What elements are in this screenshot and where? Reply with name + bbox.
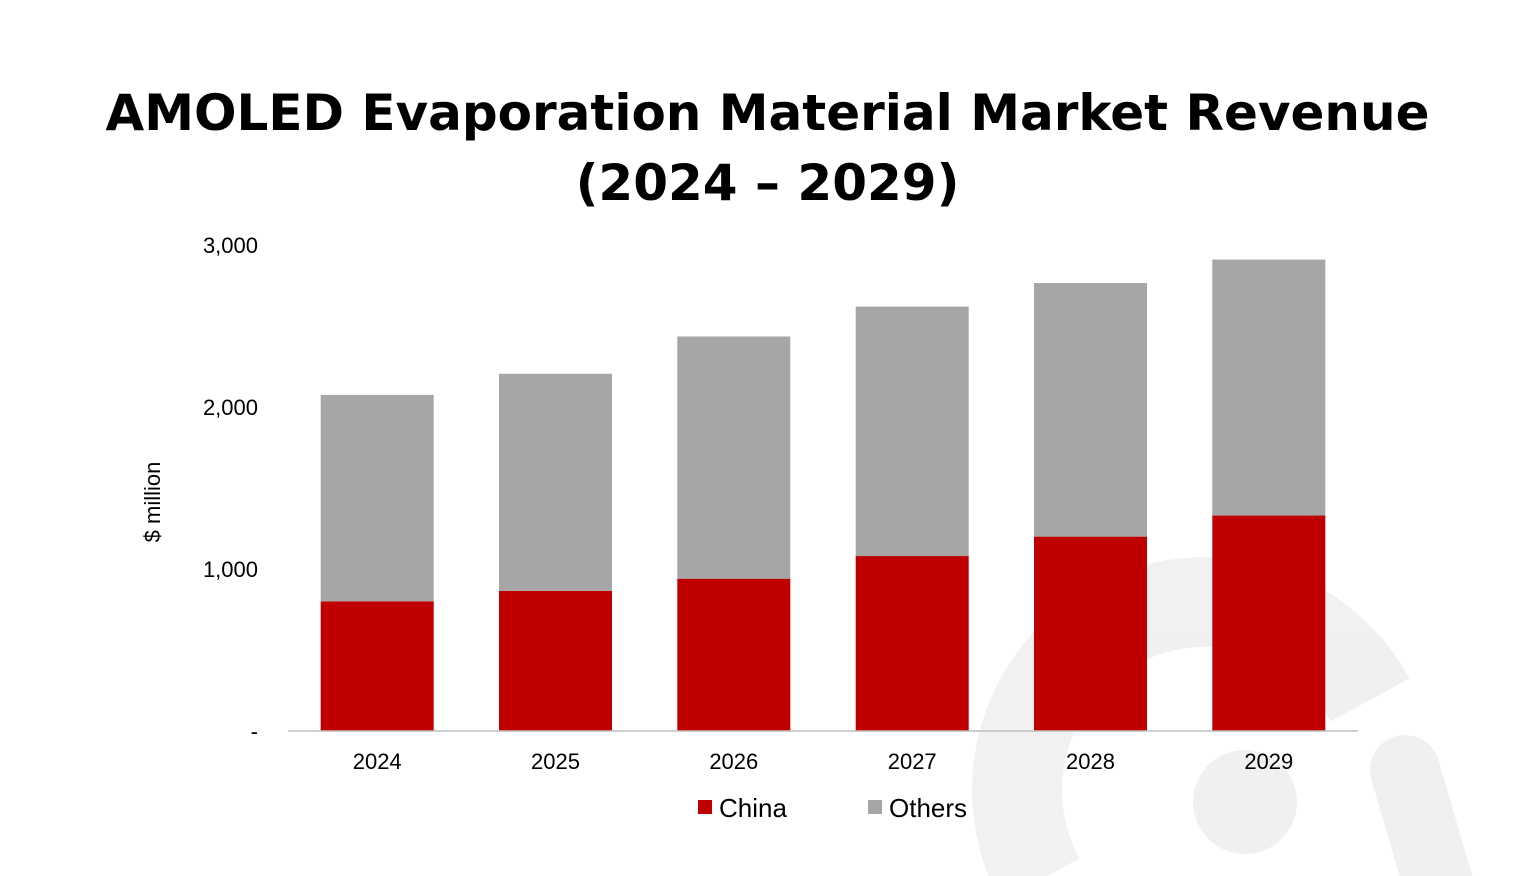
x-axis-ticks: 2024 2025 2026 2027 2028 2029	[353, 749, 1294, 774]
bar-others-2029	[1212, 259, 1326, 516]
bar-others-2028	[1034, 283, 1147, 537]
watermark-hook	[1370, 735, 1473, 876]
y-tick-label: -	[251, 719, 258, 744]
x-tick-label-2024: 2024	[353, 749, 402, 774]
bar-others-2026	[677, 336, 791, 579]
watermark-dot	[1193, 750, 1297, 854]
bar-others-2027	[855, 306, 969, 557]
bar-china-2027	[855, 556, 969, 731]
bar-china-2028	[1034, 536, 1147, 731]
legend-label-china: China	[719, 793, 787, 823]
chart-title: AMOLED Evaporation Material Market Reven…	[0, 78, 1535, 218]
legend-label-others: Others	[889, 793, 967, 823]
y-tick-label: 3,000	[203, 233, 258, 258]
y-axis-label: $ million	[140, 462, 165, 543]
y-axis-ticks: - 1,000 2,000 3,000	[203, 233, 258, 744]
chart-title-line-1: AMOLED Evaporation Material Market Reven…	[105, 84, 1430, 142]
x-tick-label-2025: 2025	[531, 749, 580, 774]
chart-title-line-2: (2024 – 2029)	[575, 154, 960, 212]
x-tick-label-2027: 2027	[888, 749, 937, 774]
y-tick-label: 1,000	[203, 557, 258, 582]
legend: China Others	[698, 793, 967, 823]
bars-group	[320, 259, 1326, 731]
x-tick-label-2026: 2026	[709, 749, 758, 774]
x-tick-label-2029: 2029	[1244, 749, 1293, 774]
x-tick-label-2028: 2028	[1066, 749, 1115, 774]
bar-china-2026	[677, 578, 791, 731]
bar-china-2025	[499, 590, 612, 731]
bar-china-2029	[1212, 515, 1326, 731]
legend-swatch-china	[698, 800, 712, 814]
bar-others-2024	[320, 394, 434, 602]
legend-swatch-others	[868, 800, 882, 814]
y-tick-label: 2,000	[203, 395, 258, 420]
bar-china-2024	[320, 601, 434, 731]
bar-others-2025	[499, 373, 612, 591]
